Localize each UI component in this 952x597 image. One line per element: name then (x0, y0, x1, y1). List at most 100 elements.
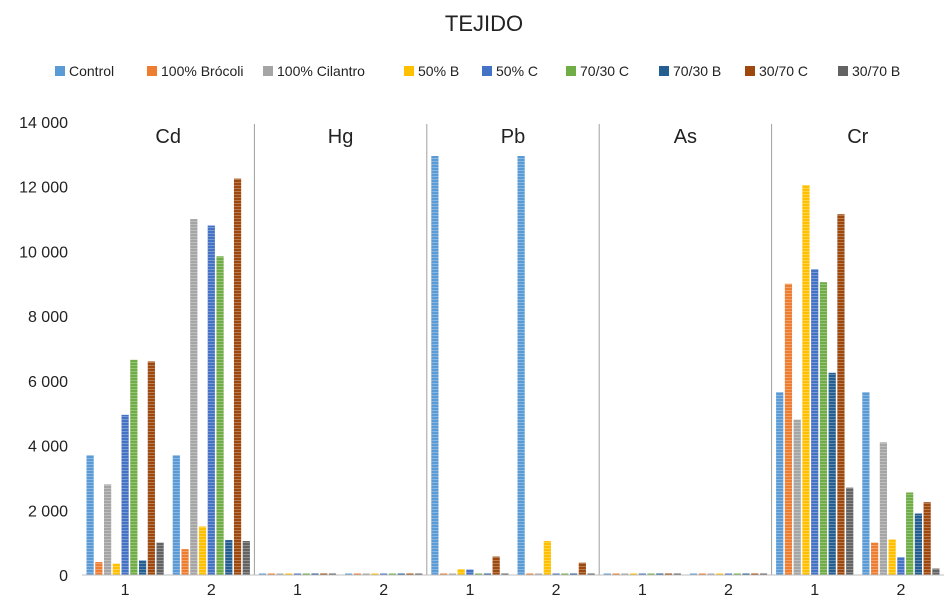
y-tick-label: 6 000 (28, 374, 68, 391)
bar-texture (172, 455, 180, 575)
bar-texture (733, 573, 741, 575)
y-tick-label: 0 (59, 568, 68, 585)
x-tick-label: 2 (207, 582, 216, 597)
bar-texture (320, 573, 328, 575)
bar-texture (906, 492, 914, 575)
bar-texture (603, 573, 611, 575)
bar-texture (345, 573, 353, 575)
bar-texture (862, 392, 870, 575)
bar-texture (156, 542, 164, 575)
bar-texture (517, 155, 525, 575)
bar-texture (578, 562, 586, 575)
bar-texture (440, 573, 448, 575)
legend-swatch (55, 66, 65, 76)
bar-texture (130, 359, 138, 575)
bar-texture (914, 513, 922, 575)
bar-texture (689, 573, 698, 575)
x-tick-label: 1 (121, 582, 130, 597)
bar-texture (371, 573, 379, 575)
bar-texture (811, 269, 819, 575)
x-tick-label: 2 (379, 582, 388, 597)
bar-texture (353, 573, 362, 575)
bar-texture (535, 573, 543, 575)
x-tick-label: 2 (724, 582, 733, 597)
legend-swatch (404, 66, 414, 76)
bar-texture (759, 573, 768, 575)
bar-texture (190, 219, 198, 576)
panel-label: Cr (847, 126, 868, 148)
legend-item: 70/30 B (659, 63, 721, 79)
panels: Cd Hg Pb As Cr (155, 124, 869, 575)
bar-texture (897, 557, 905, 575)
bar-texture (561, 573, 569, 575)
bar-texture (707, 573, 715, 575)
legend-swatch (482, 66, 492, 76)
bar-texture (457, 569, 465, 575)
panel-label: Hg (328, 126, 354, 148)
bar-texture (121, 414, 129, 575)
bar-texture (86, 455, 94, 575)
bar-texture (647, 573, 655, 575)
legend-item: 50% C (482, 63, 538, 79)
bar-texture (501, 573, 509, 575)
bar-texture (871, 542, 879, 575)
bar-texture (225, 540, 233, 575)
bar-texture (802, 185, 810, 575)
bar-texture (242, 541, 250, 575)
legend-swatch (147, 66, 157, 76)
x-tick-label: 1 (293, 582, 302, 597)
legend-item: 50% B (404, 63, 459, 79)
legend-swatch (745, 66, 755, 76)
legend-swatch (263, 66, 273, 76)
bar-texture (276, 573, 284, 575)
bar-texture (828, 372, 836, 575)
bar-texture (207, 225, 215, 576)
y-tick-label: 10 000 (19, 244, 68, 261)
panel-label: Pb (501, 126, 525, 148)
legend-item: 70/30 C (566, 63, 629, 79)
bar-texture (742, 573, 750, 575)
legend-item: 30/70 C (745, 63, 808, 79)
bar-texture (388, 573, 397, 575)
bar-texture (302, 573, 310, 575)
x-tick-label: 1 (638, 582, 647, 597)
bar-texture (448, 573, 456, 575)
legend-item: 100% Brócoli (147, 63, 244, 79)
chart-title: TEJIDO (445, 11, 523, 36)
bar-texture (698, 573, 706, 575)
bar-texture (147, 361, 155, 575)
bar-texture (629, 573, 638, 575)
bar-texture (587, 573, 595, 575)
bar-texture (879, 442, 887, 575)
bar-texture (397, 573, 405, 575)
legend-label: 70/30 B (673, 63, 721, 79)
bar-texture (415, 573, 423, 575)
bar-texture (267, 573, 275, 575)
legend-label: 70/30 C (580, 63, 629, 79)
bar-texture (638, 573, 646, 575)
y-tick-label: 2 000 (28, 503, 68, 520)
legend-label: 30/70 C (759, 63, 808, 79)
bar-texture (431, 155, 439, 575)
legend-item: Control (55, 63, 114, 79)
bar-texture (784, 283, 793, 575)
legend-swatch (659, 66, 669, 76)
bars (86, 155, 940, 576)
x-tick-label: 2 (552, 582, 561, 597)
bar-texture (543, 541, 551, 575)
bar-texture (656, 573, 664, 575)
bar-texture (837, 214, 845, 576)
bar-texture (104, 484, 112, 575)
y-tick-label: 14 000 (19, 115, 68, 132)
bar-texture (776, 392, 784, 575)
x-tick-label: 2 (896, 582, 905, 597)
bar-texture (181, 549, 189, 575)
bar-texture (466, 569, 474, 575)
legend-label: 50% B (418, 63, 459, 79)
bar-texture (406, 573, 414, 575)
bar-texture (258, 573, 267, 575)
bar-texture (612, 573, 620, 575)
legend-swatch (838, 66, 848, 76)
bar-texture (793, 419, 801, 575)
bar-texture (621, 573, 629, 575)
